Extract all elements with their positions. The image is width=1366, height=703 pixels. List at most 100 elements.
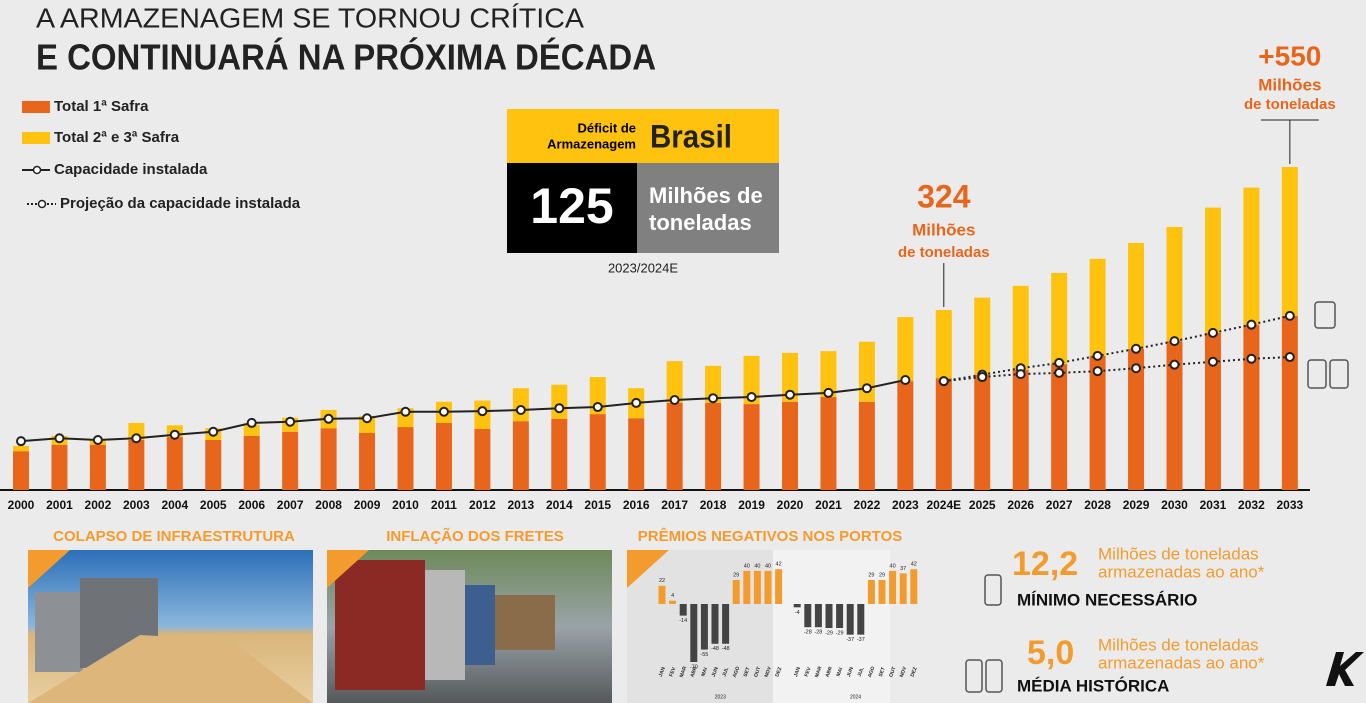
title-line-2: E CONTINUARÁ NA PRÓXIMA DÉCADA [36,36,656,78]
mini-value-label: -55 [700,652,708,658]
capacity-point [900,374,911,385]
panel-title: PRÊMIOS NEGATIVOS NOS PORTOS [638,527,903,545]
x-tick-label: 2007 [277,498,304,512]
bar [628,418,645,490]
x-tick-label: 2003 [123,498,150,512]
capacity-point [938,376,949,387]
box-top [507,109,779,163]
capacity-point [54,433,65,444]
bar [897,381,914,490]
bar [1243,187,1260,325]
capacity-point [1284,352,1295,363]
mini-month-label: MAI [836,666,845,677]
photo-detail [28,635,313,703]
mini-month-label: SET [878,667,887,678]
mini-bar [867,579,875,604]
stat-text: Milhões de toneladas [1098,544,1259,563]
capacity-point [785,389,795,400]
mini-value-label: 22 [659,578,665,584]
capacity-point [1207,356,1218,367]
deficit-box: Déficit de Armazenagem Brasil 125 Milhõe… [507,109,779,275]
legend-label: Total 1ª Safra [54,98,149,115]
capacity-line [943,314,1291,383]
bar [13,451,29,490]
x-tick-label: 2032 [1238,498,1265,512]
x-tick-label: 2014 [546,498,573,512]
stat-text: armazenadas ao ano* [1098,653,1265,672]
mini-year-label: 2024 [850,694,861,700]
mini-bar [878,579,886,604]
x-tick-label: 2015 [584,498,611,512]
mini-bar [846,604,854,635]
bottom-panels: COLAPSO DE INFRAESTRUTURA INFLAÇÃO DOS F… [28,527,902,703]
bar [1281,167,1298,316]
x-tick-label: 2024E [926,498,961,512]
mini-month-label: DEZ [910,666,919,677]
bar [1166,341,1183,490]
mini-bar [804,604,812,628]
mini-value-label: 40 [754,563,760,569]
capacity-point [977,372,988,383]
x-tick-label: 2028 [1084,498,1111,512]
bar [782,352,798,402]
bar [435,422,452,490]
bar [1166,227,1183,342]
x-tick-label: 2027 [1046,498,1073,512]
x-tick-label: 2009 [354,498,381,512]
capacity-point [1131,363,1142,374]
x-tick-label: 2025 [969,498,996,512]
bar [282,431,299,490]
capacity-point [16,436,26,447]
bar [1128,348,1145,490]
capacity-point [169,429,180,440]
capacity-point [1207,327,1218,338]
panel-title: COLAPSO DE INFRAESTRUTURA [53,528,295,545]
title-line-1: A ARMAZENAGEM SE TORNOU CRÍTICA [36,2,584,33]
mini-year-label: 2023 [715,694,726,700]
capacity-point [1169,359,1180,370]
bar [551,418,568,490]
capacity-point [823,387,834,398]
bar [935,378,952,490]
bar [474,428,491,490]
deficit-label: Armazenagem [547,136,636,151]
bar [1089,258,1106,356]
annotation-value: +550 [1258,40,1321,71]
mini-bar [732,579,740,604]
capacity-point [515,404,526,415]
mini-value-label: -14 [679,618,687,624]
corner [327,550,369,588]
mini-bar [658,585,666,604]
legend-label: Total 2ª e 3ª Safra [54,129,180,146]
stat-text: armazenadas ao ano* [1098,562,1265,581]
capacity-point [1092,350,1103,361]
mini-bar [743,570,751,604]
deficit-period: 2023/2024E [608,260,678,275]
legend-swatch [22,132,50,144]
x-tick-label: 2013 [507,498,534,512]
legend-label: Projeção da capacidade instalada [60,195,301,212]
mini-bar [690,604,698,662]
mini-value-label: 29 [879,572,885,578]
capacity-point [861,383,872,394]
bar [205,439,222,490]
bar [705,402,722,490]
bar [243,424,260,436]
mini-value-label: 29 [733,572,739,578]
mini-month-label: AGO [732,666,742,679]
legend-swatch [32,165,42,175]
capacity-line [20,379,906,443]
mini-value-label: 37 [900,566,906,572]
capacity-point [1054,357,1065,368]
capacity-point [477,406,488,417]
capacity-line [943,356,1290,383]
bar [743,404,760,490]
silo-icon [985,659,1003,693]
x-tick-label: 2022 [854,498,881,512]
x-tick-label: 2006 [238,498,265,512]
photo-detail [335,560,425,690]
photo-detail [35,592,83,672]
capacity-point [1015,369,1026,380]
bar [13,445,29,452]
bar [128,439,145,490]
